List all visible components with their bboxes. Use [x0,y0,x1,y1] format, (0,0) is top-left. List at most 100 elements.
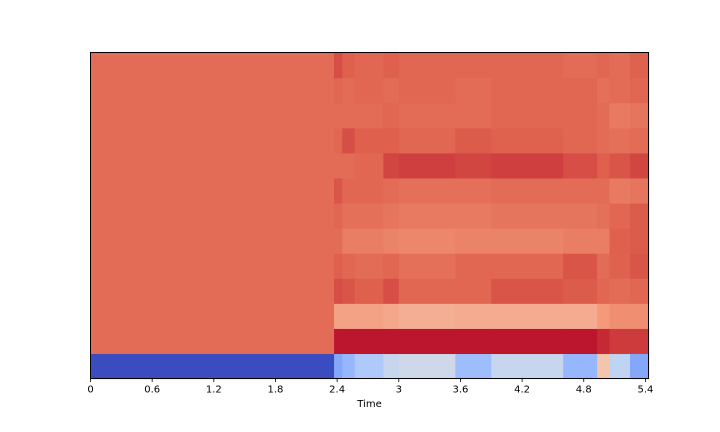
heatmap-cell [455,228,492,254]
x-tick-label: 4.2 [514,385,530,396]
heatmap-cell [90,303,335,329]
heatmap-cell [609,353,631,380]
heatmap-cell [597,152,611,179]
heatmap-cell [90,228,335,254]
heatmap-cell [609,303,631,329]
heatmap-cell [354,202,384,229]
heatmap-cell [630,253,650,279]
heatmap-cell [597,303,611,329]
heatmap-cell [630,303,650,329]
heatmap-cell [342,202,356,229]
heatmap-cell [90,152,335,179]
x-axis-ticks: 0 0.6 1.2 1.8 2.4 3 3.6 4.2 4.8 5.4 [87,378,653,396]
heatmap-cell [630,52,650,79]
heatmap-cell [491,127,564,154]
heatmap-cell [491,353,564,380]
plot-frame [90,52,649,379]
heatmap-cell [455,177,492,204]
heatmap-cell [563,228,598,254]
heatmap-cell [354,127,384,154]
heatmap-cell [398,328,456,355]
heatmap-cell [354,278,384,304]
heatmap-cell [398,152,456,179]
heatmap-cell [334,202,343,229]
heatmap-cell [334,228,343,254]
heatmap-cell [491,328,564,355]
heatmap-cell [342,127,356,154]
heatmap-cell [563,77,598,104]
heatmap-cell [491,102,564,129]
heatmap-cell [342,152,356,179]
heatmap-cell [491,253,564,279]
heatmap-cell [491,228,564,254]
heatmap-cell [334,177,343,204]
heatmap-cell [90,328,335,355]
heatmap-cell [398,102,456,129]
heatmap-cell [491,202,564,229]
heatmap-cell [630,353,650,380]
heatmap-cell [342,102,356,129]
heatmap-cell [398,353,456,380]
heatmap-cell [563,202,598,229]
heatmap-cell [383,177,400,204]
heatmap-cell [398,278,456,304]
heatmap-cell [354,77,384,104]
x-tick-label: 1.2 [206,385,222,396]
heatmap-cell [342,228,356,254]
heatmap-cell [609,278,631,304]
heatmap-cell [455,102,492,129]
heatmap-cell [597,328,611,355]
heatmap-cell [609,127,631,154]
heatmap-cell [334,303,343,329]
heatmap-cell [398,253,456,279]
heatmap-cell [354,102,384,129]
heatmap-cell [597,127,611,154]
heatmap-cell [455,353,492,380]
heatmap-cell [398,202,456,229]
heatmap-cell [354,177,384,204]
heatmap-cell [455,127,492,154]
heatmap-cell [383,278,400,304]
heatmap-cell [491,177,564,204]
heatmap-cell [342,278,356,304]
heatmap-cells [90,52,650,380]
heatmap-cell [354,253,384,279]
heatmap-cell [491,52,564,79]
heatmap-cell [455,278,492,304]
heatmap-cell [455,77,492,104]
heatmap-cell [597,353,611,380]
heatmap-cell [563,353,598,380]
heatmap-cell [383,328,400,355]
heatmap-cell [90,77,335,104]
heatmap-cell [334,127,343,154]
heatmap-cell [455,152,492,179]
heatmap-cell [334,328,343,355]
heatmap-cell [334,278,343,304]
heatmap-cell [455,328,492,355]
heatmap-cell [334,253,343,279]
heatmap-cell [383,202,400,229]
heatmap-cell [354,328,384,355]
heatmap-cell [563,278,598,304]
heatmap-cell [342,303,356,329]
heatmap-cell [609,152,631,179]
heatmap-cell [383,77,400,104]
heatmap-cell [630,77,650,104]
heatmap-cell [398,228,456,254]
heatmap-cell [90,177,335,204]
heatmap-cell [334,353,343,380]
heatmap-cell [563,102,598,129]
heatmap-cell [90,253,335,279]
heatmap-cell [383,353,400,380]
heatmap-cell [491,77,564,104]
heatmap-cell [630,152,650,179]
heatmap-cell [609,102,631,129]
heatmap-cell [383,52,400,79]
heatmap-cell [597,278,611,304]
heatmap-cell [342,77,356,104]
heatmap-cell [597,202,611,229]
heatmap-cell [609,77,631,104]
heatmap-cell [455,303,492,329]
heatmap-cell [630,202,650,229]
